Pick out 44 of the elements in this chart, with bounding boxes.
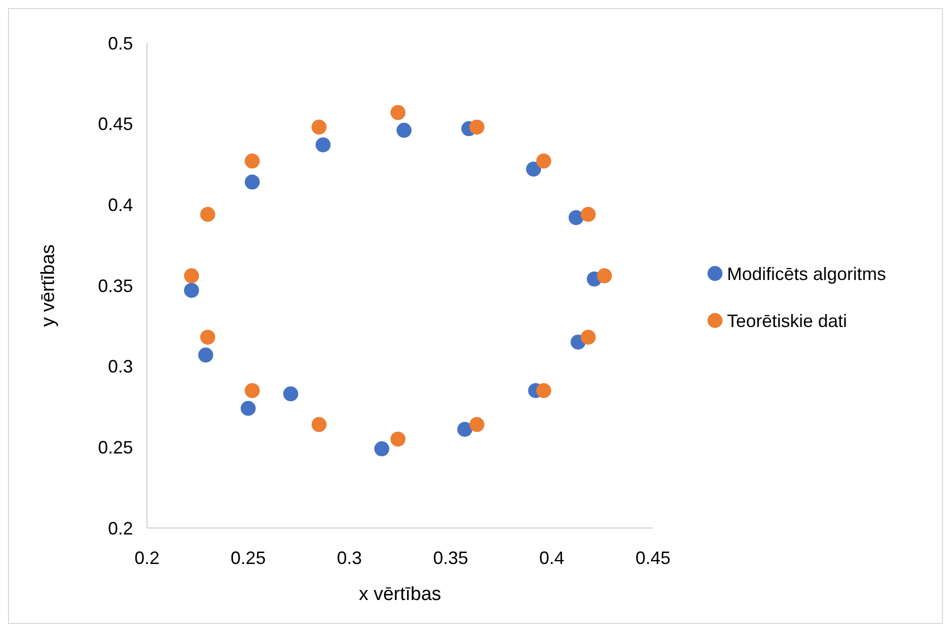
y-tick-label: 0.45 xyxy=(98,114,133,134)
point xyxy=(244,154,260,169)
point xyxy=(240,400,256,416)
point xyxy=(568,210,584,226)
point xyxy=(316,137,331,152)
y-tick-label: 0.3 xyxy=(108,356,133,377)
point xyxy=(184,268,200,284)
point xyxy=(580,330,596,345)
x-tick-label: 0.2 xyxy=(134,548,160,568)
point xyxy=(396,122,412,138)
y-tick-label: 0.4 xyxy=(108,194,133,215)
y-tick-label: 0.2 xyxy=(108,518,133,538)
point xyxy=(596,268,612,284)
y-tick-label: 0.5 xyxy=(108,33,133,54)
x-tick-label: 0.45 xyxy=(635,548,671,568)
point xyxy=(374,441,390,456)
legend-label: Teorētiskie dati xyxy=(727,310,848,331)
point xyxy=(312,417,327,432)
y-tick-label: 0.25 xyxy=(98,437,133,458)
y-tick-label: 0.35 xyxy=(98,276,133,296)
point xyxy=(200,206,216,222)
x-axis-title: x vērtības xyxy=(358,584,442,605)
point xyxy=(536,154,552,169)
point xyxy=(244,383,260,398)
point xyxy=(469,120,484,135)
point xyxy=(200,330,216,345)
point xyxy=(469,417,484,432)
y-axis-title: y vērtības xyxy=(38,244,59,327)
legend-label: Modificēts algoritms xyxy=(727,264,886,284)
point xyxy=(526,162,542,177)
point xyxy=(536,383,552,398)
point xyxy=(580,206,596,222)
point xyxy=(198,348,214,363)
point xyxy=(184,282,200,298)
point xyxy=(390,432,406,447)
point xyxy=(457,422,472,437)
x-tick-label: 0.3 xyxy=(336,548,362,568)
point xyxy=(312,120,327,135)
point xyxy=(390,105,406,120)
point xyxy=(283,386,298,402)
x-tick-label: 0.4 xyxy=(539,548,564,568)
point xyxy=(244,174,260,190)
x-tick-label: 0.35 xyxy=(433,548,468,568)
x-tick-label: 0.25 xyxy=(230,548,266,568)
